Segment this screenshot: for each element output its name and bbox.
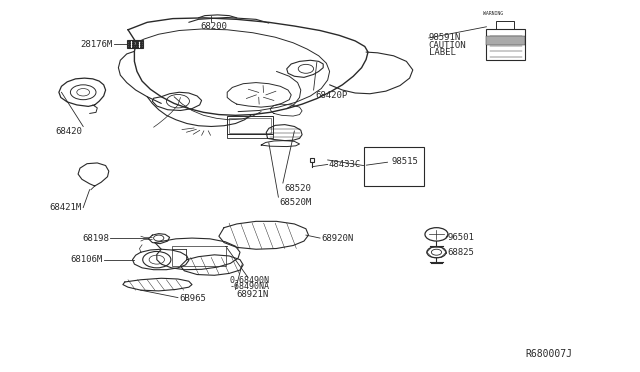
Text: 96501: 96501	[447, 233, 474, 242]
Bar	[486, 36, 525, 45]
Text: CAUTION: CAUTION	[429, 41, 467, 50]
Text: 68920N: 68920N	[321, 234, 353, 243]
Text: 68200: 68200	[200, 22, 227, 31]
Text: 68421M: 68421M	[50, 203, 82, 212]
Bar	[172, 246, 226, 266]
Bar	[229, 118, 271, 133]
Bar	[486, 29, 525, 60]
Text: 6B965: 6B965	[179, 294, 206, 303]
Bar	[227, 116, 273, 134]
Text: 28176M: 28176M	[81, 40, 113, 49]
Text: 68520: 68520	[284, 184, 311, 193]
Text: 0-68490N: 0-68490N	[229, 276, 269, 285]
Text: 68420: 68420	[55, 127, 82, 136]
Text: 68198: 68198	[82, 234, 109, 243]
Text: 68921N: 68921N	[237, 290, 269, 299]
Bar	[127, 41, 143, 48]
Text: 68106M: 68106M	[70, 255, 102, 264]
Text: -68490NA: -68490NA	[229, 282, 269, 291]
Text: 98515: 98515	[392, 157, 419, 166]
Text: 68520M: 68520M	[280, 198, 312, 207]
Text: LABEL: LABEL	[429, 48, 456, 57]
Bar	[227, 134, 273, 138]
Text: 68420P: 68420P	[315, 91, 347, 100]
Text: 98591N: 98591N	[429, 33, 461, 42]
Text: 48433C: 48433C	[329, 160, 361, 169]
Text: R680007J: R680007J	[526, 349, 573, 359]
Text: 68825: 68825	[447, 248, 474, 257]
Text: WARNING: WARNING	[483, 12, 503, 16]
Bar	[496, 21, 514, 29]
Bar	[364, 147, 424, 186]
